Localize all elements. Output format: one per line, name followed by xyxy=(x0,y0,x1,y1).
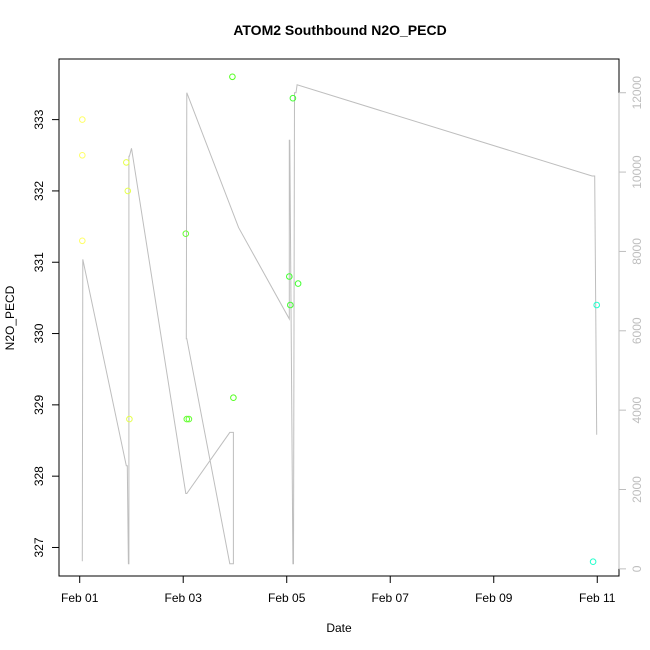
y2-tick-label: 8000 xyxy=(630,238,644,265)
y2-tick-label: 2000 xyxy=(630,476,644,503)
y-tick-label: 330 xyxy=(32,323,46,343)
y-axis: 327 328 329 330 331 332 333 xyxy=(32,109,60,557)
x-axis: Feb 01 Feb 03 Feb 05 Feb 07 Feb 09 Feb 11 xyxy=(61,575,616,605)
data-point-12 xyxy=(287,301,294,309)
plot-frame xyxy=(58,58,620,577)
data-point-8 xyxy=(185,415,193,423)
y-tick-label: 332 xyxy=(32,181,46,201)
data-point-10 xyxy=(230,394,237,402)
data-point-14 xyxy=(294,280,302,287)
y-axis-label: N2O_PECD xyxy=(3,285,17,350)
data-point-9 xyxy=(229,73,236,81)
data-point-3 xyxy=(123,159,130,166)
y2-tick-label: 0 xyxy=(630,565,644,572)
y2-tick-label: 4000 xyxy=(630,396,644,423)
scatter-points xyxy=(79,73,601,566)
y-tick-label: 327 xyxy=(32,537,46,557)
y2-tick-label: 12000 xyxy=(630,76,644,110)
x-tick-label: Feb 11 xyxy=(579,591,616,605)
data-point-0 xyxy=(79,116,86,123)
line-series xyxy=(81,84,598,565)
data-point-2 xyxy=(79,237,86,245)
data-point-16 xyxy=(593,301,601,309)
data-point-4 xyxy=(124,187,132,195)
series-line xyxy=(81,84,598,565)
data-point-5 xyxy=(126,415,133,423)
x-axis-label: Date xyxy=(326,621,352,635)
data-point-15 xyxy=(589,558,597,566)
x-tick-label: Feb 03 xyxy=(165,591,203,605)
data-point-7 xyxy=(183,415,191,423)
data-point-6 xyxy=(182,230,190,237)
y-tick-label: 329 xyxy=(32,395,46,415)
y2-axis: 0 2000 4000 6000 8000 10000 12000 xyxy=(618,76,644,572)
x-tick-label: Feb 01 xyxy=(61,591,99,605)
x-tick-label: Feb 07 xyxy=(372,591,410,605)
x-tick-label: Feb 05 xyxy=(268,591,306,605)
data-point-13 xyxy=(289,94,297,102)
y2-tick-label: 6000 xyxy=(630,317,644,344)
chart-title: ATOM2 Southbound N2O_PECD xyxy=(233,22,446,38)
data-point-1 xyxy=(79,152,86,159)
y-tick-label: 333 xyxy=(32,109,46,129)
y-tick-label: 328 xyxy=(32,466,46,486)
y-tick-label: 331 xyxy=(32,252,46,272)
y2-tick-label: 10000 xyxy=(630,155,644,189)
x-tick-label: Feb 09 xyxy=(475,591,513,605)
data-point-11 xyxy=(286,273,293,280)
